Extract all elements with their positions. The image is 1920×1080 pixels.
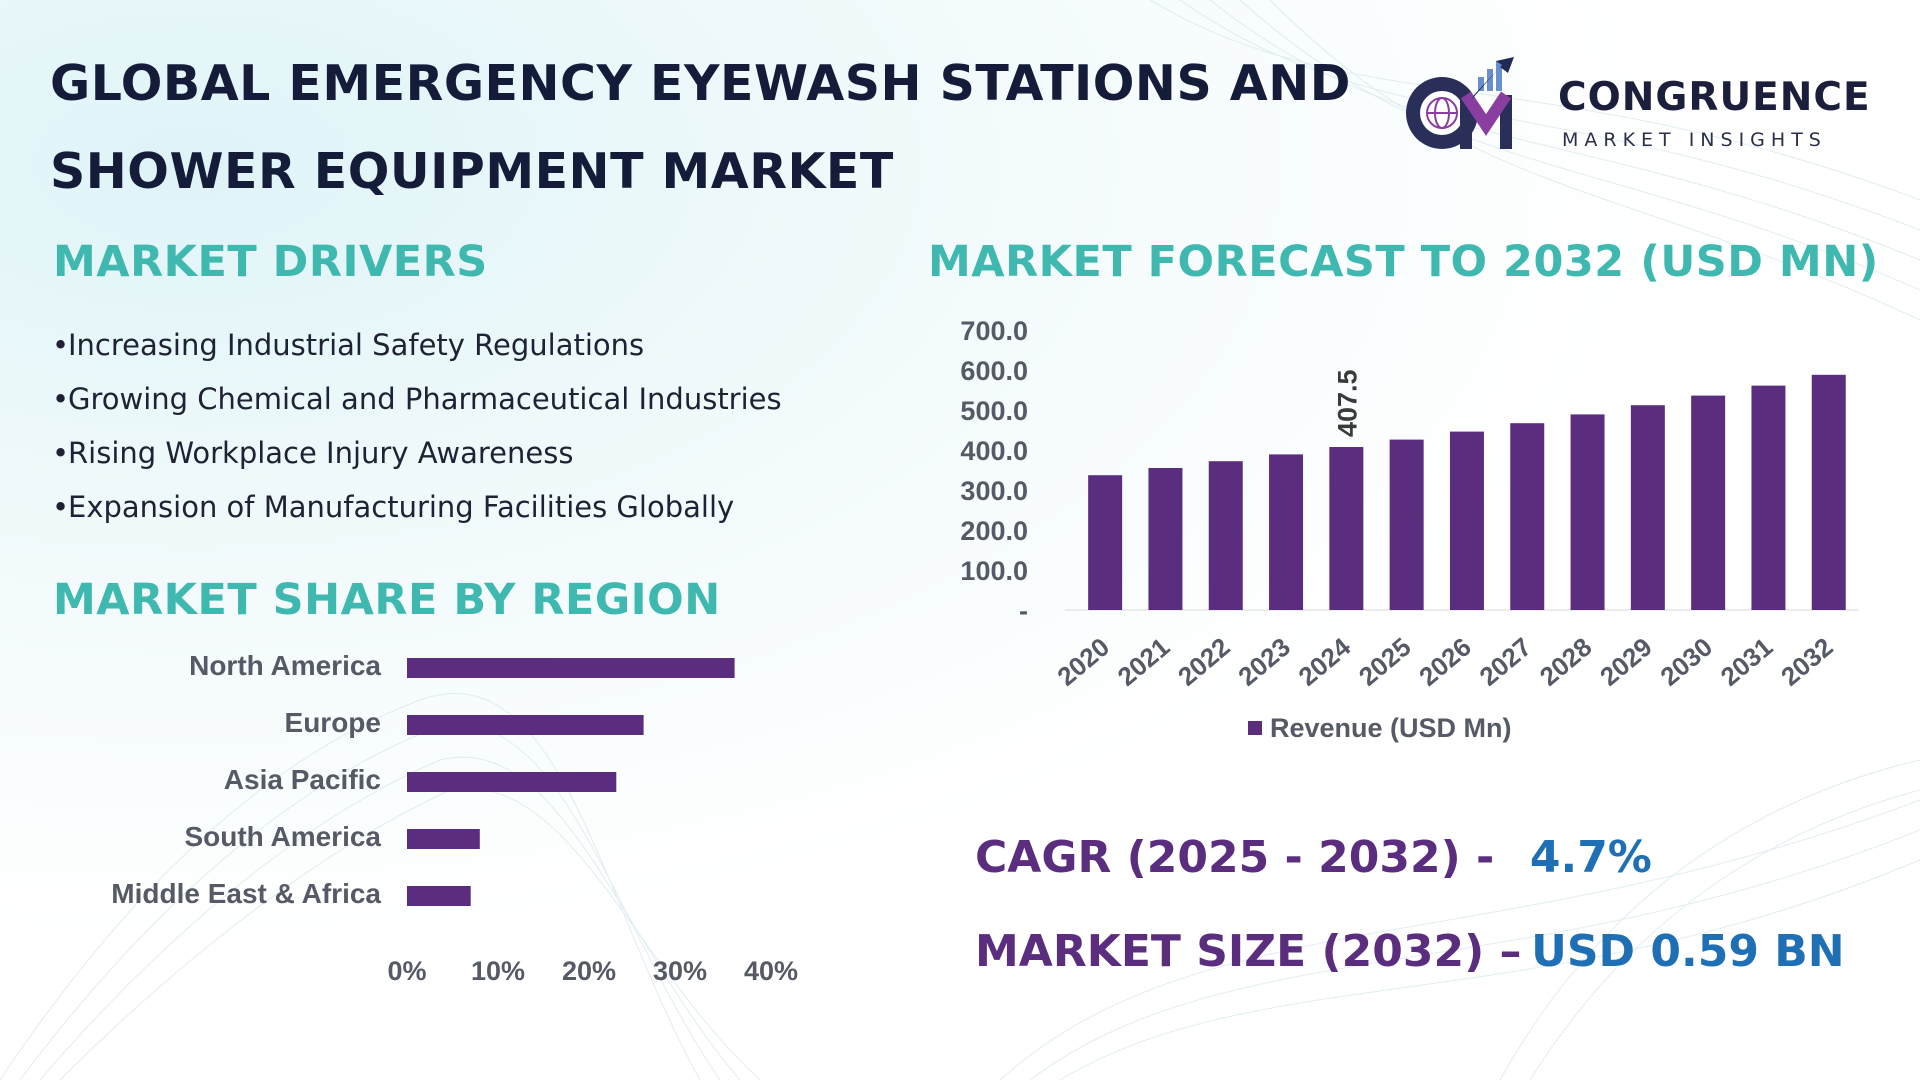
market-size-label: MARKET SIZE (2032) – [975, 926, 1522, 977]
region-label: Asia Pacific [224, 764, 381, 795]
forecast-bar [1811, 374, 1846, 610]
y-tick-label: - [1019, 596, 1028, 626]
x-tick-label: 10% [471, 956, 525, 986]
market-size-value: USD 0.59 BN [1531, 926, 1845, 977]
x-tick-label: 2030 [1654, 632, 1718, 692]
bar-growth-arrow-globe-icon [1406, 57, 1514, 149]
forecast-bar [1208, 461, 1243, 610]
region-label: Middle East & Africa [111, 878, 381, 909]
x-tick-label: 2029 [1594, 632, 1658, 692]
forecast-bar [1570, 414, 1605, 610]
forecast-bar [1630, 405, 1665, 610]
page-title: GLOBAL EMERGENCY EYEWASH STATIONS AND SH… [50, 55, 1351, 200]
region-bar [407, 886, 471, 906]
driver-item: •Increasing Industrial Safety Regulation… [52, 328, 645, 362]
region-bar [407, 658, 735, 678]
y-tick-label: 500.0 [960, 396, 1028, 426]
region-label: North America [189, 650, 381, 681]
market-size-row: MARKET SIZE (2032) – USD 0.59 BN [975, 926, 1845, 977]
company-logo: CONGRUENCE MARKET INSIGHTS [1400, 55, 1880, 165]
forecast-bar [1510, 423, 1545, 610]
x-tick-label: 2024 [1293, 631, 1357, 692]
driver-item: •Growing Chemical and Pharmaceutical Ind… [52, 382, 782, 416]
forecast-bar [1449, 431, 1484, 610]
x-tick-label: 2028 [1534, 632, 1598, 692]
forecast-bar-chart: - 100.0 200.0 300.0 400.0 500.0 600.0 700.0 2020… [960, 316, 1859, 743]
forecast-bar [1691, 395, 1726, 610]
cagr-value: 4.7% [1529, 832, 1652, 883]
y-tick-label: 600.0 [960, 356, 1028, 386]
x-tick-label: 2025 [1353, 632, 1417, 692]
legend-label: Revenue (USD Mn) [1270, 713, 1512, 743]
forecast-bar [1269, 454, 1304, 610]
forecast-bar [1148, 468, 1183, 610]
y-tick-label: 300.0 [960, 476, 1028, 506]
x-tick-label: 40% [744, 956, 798, 986]
region-bar [407, 772, 617, 792]
x-tick-label: 2022 [1172, 632, 1236, 692]
x-tick-label: 2023 [1232, 632, 1296, 692]
x-tick-label: 2031 [1715, 632, 1779, 692]
drivers-list: •Increasing Industrial Safety Regulation… [52, 318, 782, 534]
x-tick-label: 2021 [1112, 632, 1176, 692]
y-tick-label: 200.0 [960, 516, 1028, 546]
y-tick-label: 100.0 [960, 556, 1028, 586]
cagr-row: CAGR (2025 - 2032) - 4.7% [975, 832, 1652, 883]
driver-item: •Rising Workplace Injury Awareness [52, 436, 574, 470]
x-tick-label: 20% [562, 956, 616, 986]
market-share-heading: MARKET SHARE BY REGION [53, 575, 721, 625]
forecast-heading: MARKET FORECAST TO 2032 (USD MN) [928, 237, 1879, 287]
region-label: Europe [285, 707, 381, 738]
x-tick-label: 2020 [1051, 632, 1115, 692]
driver-item: •Expansion of Manufacturing Facilities G… [52, 490, 735, 524]
forecast-bar [1088, 475, 1123, 610]
x-tick-label: 2026 [1413, 632, 1477, 692]
region-bar [407, 715, 644, 735]
region-bar [407, 829, 480, 849]
forecast-bar [1329, 447, 1364, 610]
logo-tagline: MARKET INSIGHTS [1562, 129, 1827, 151]
region-label: South America [184, 821, 381, 852]
x-tick-label: 0% [387, 956, 426, 986]
cagr-label: CAGR (2025 - 2032) - [975, 832, 1495, 883]
x-tick-label: 2027 [1474, 632, 1538, 692]
market-drivers-heading: MARKET DRIVERS [53, 237, 488, 287]
legend-swatch [1248, 721, 1262, 735]
y-tick-label: 400.0 [960, 436, 1028, 466]
x-tick-label: 2032 [1775, 632, 1839, 692]
logo-name: CONGRUENCE [1558, 75, 1871, 120]
data-label: 407.5 [1332, 369, 1362, 437]
y-tick-label: 700.0 [960, 316, 1028, 346]
forecast-bar [1389, 439, 1424, 610]
x-tick-label: 30% [653, 956, 707, 986]
region-share-bar-chart: North America Europe Asia Pacific South Ame… [111, 650, 798, 986]
forecast-bar [1751, 385, 1786, 610]
